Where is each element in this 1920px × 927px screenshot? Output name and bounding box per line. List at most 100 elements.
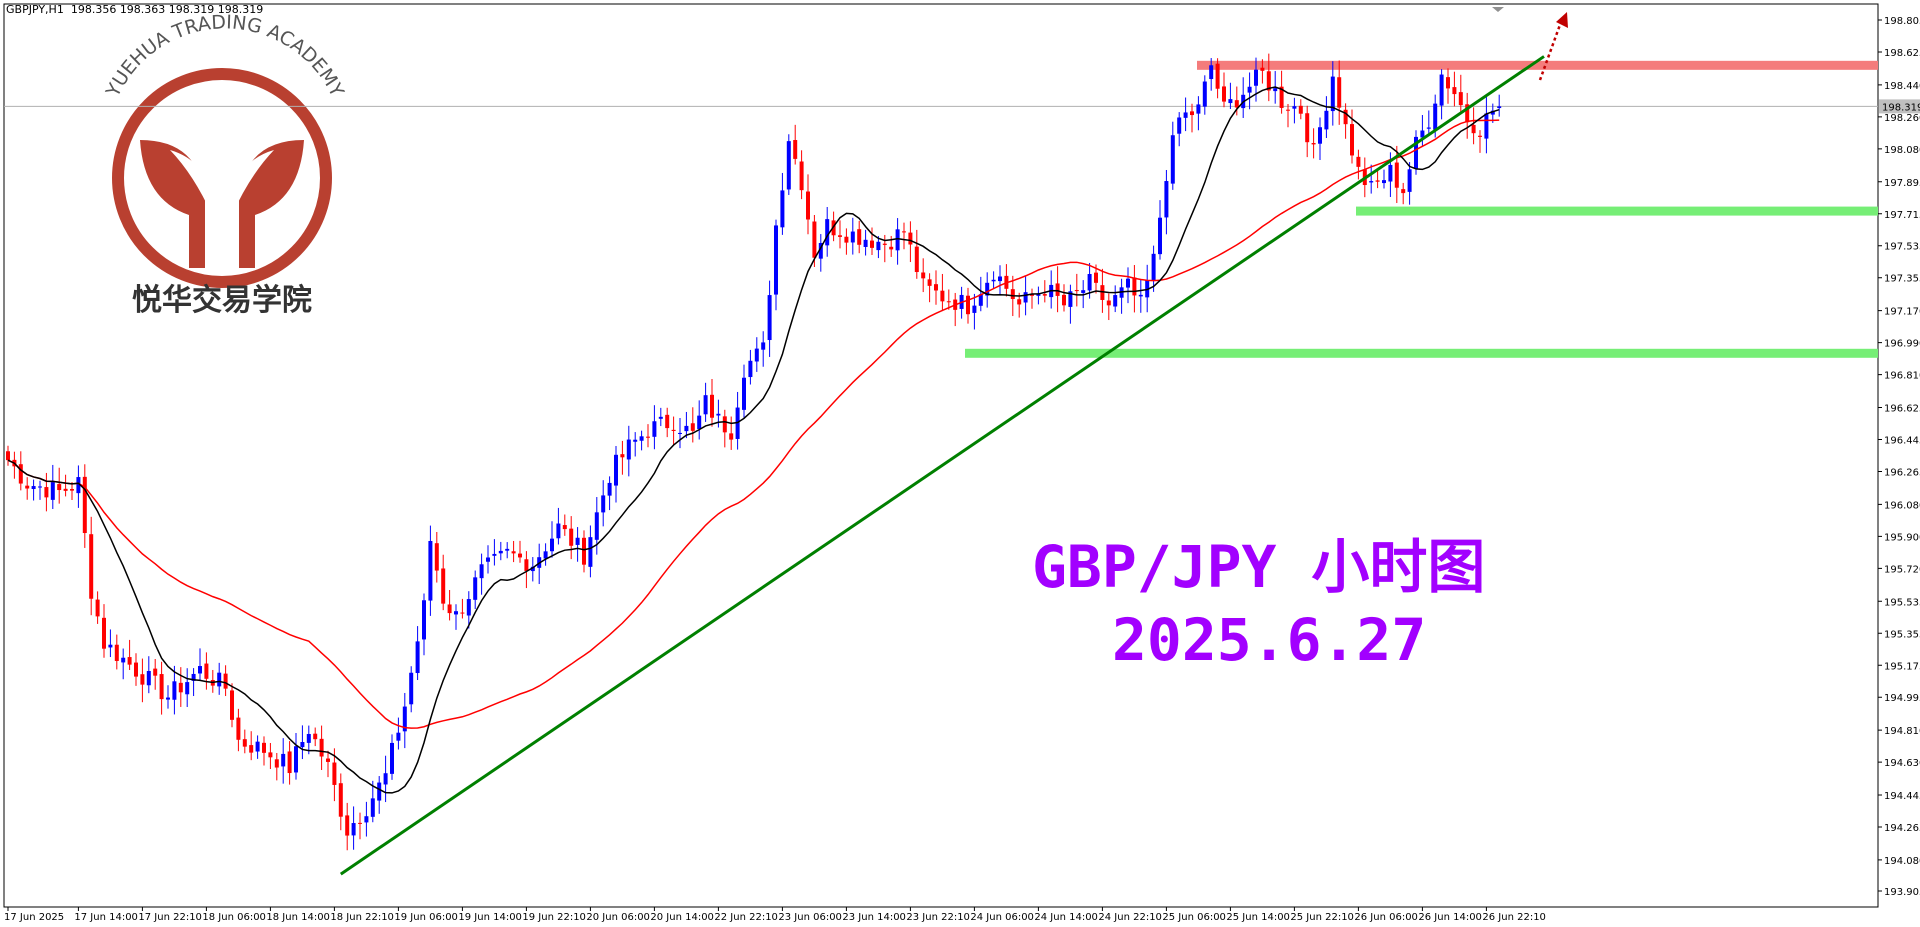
candle-body <box>95 599 100 617</box>
candle-body <box>1266 71 1271 91</box>
x-tick-label: 19 Jun 14:00 <box>458 912 522 923</box>
candle-body <box>1151 253 1156 281</box>
candle-body <box>230 690 234 720</box>
candle-body <box>1439 74 1444 106</box>
y-tick-label: 196.445 <box>1884 436 1920 447</box>
x-tick-label: 18 Jun 06:00 <box>202 912 266 923</box>
candle-body <box>338 783 343 817</box>
candle-body <box>1036 293 1041 296</box>
candle-body <box>1170 135 1175 184</box>
candle-body <box>614 454 618 486</box>
arrow-group <box>1492 7 1568 81</box>
candle-body <box>569 528 574 546</box>
support-zone-lower <box>965 348 1878 358</box>
candle-body <box>620 454 625 458</box>
candle-body <box>806 191 810 220</box>
candle-body <box>1350 124 1354 156</box>
candle-body <box>1164 181 1169 218</box>
candle-body <box>383 773 388 785</box>
candle-body <box>889 246 894 250</box>
candle-body <box>1228 99 1233 104</box>
candle-body <box>1458 92 1463 106</box>
candle-body <box>82 476 87 534</box>
candle-body <box>966 295 970 315</box>
y-tick-label: 198.440 <box>1884 81 1920 92</box>
candle-body <box>690 423 695 431</box>
candle-body <box>902 231 906 233</box>
candle-body <box>639 436 644 441</box>
candle-body <box>287 751 292 774</box>
logo-emblem <box>140 140 304 268</box>
candle-body <box>530 566 535 572</box>
candle-body <box>716 413 721 416</box>
candle-body <box>351 823 356 836</box>
candle-body <box>594 512 599 540</box>
candle-body <box>940 290 945 302</box>
candle-body <box>134 662 138 677</box>
fast-moving-average <box>7 86 1500 794</box>
candle-body <box>492 553 497 556</box>
moving-averages <box>7 86 1500 794</box>
candle-body <box>1074 290 1079 292</box>
candle-body <box>364 816 369 823</box>
candle-body <box>422 600 426 640</box>
candle-body <box>1407 169 1412 192</box>
resistance-zone <box>1197 60 1878 70</box>
candle-body <box>1420 130 1425 138</box>
candle-body <box>799 161 804 191</box>
candle-body <box>1318 127 1322 144</box>
candle-body <box>236 717 241 740</box>
candle-body <box>972 305 977 313</box>
candle-body <box>50 482 55 500</box>
candle-body <box>1401 189 1406 194</box>
candle-body <box>1215 63 1220 89</box>
candle-body <box>63 488 68 491</box>
candle-body <box>319 738 324 757</box>
candle-body <box>454 611 458 615</box>
x-tick-label: 24 Jun 22:10 <box>1098 912 1162 923</box>
candle-body <box>268 752 273 758</box>
candle-body <box>409 672 414 705</box>
candle-body <box>498 550 503 554</box>
candle-body <box>1247 86 1252 93</box>
candle-body <box>114 644 119 661</box>
candle-body <box>313 733 318 740</box>
symbol-label: GBPJPY,H1 <box>6 3 64 16</box>
candle-body <box>588 537 593 567</box>
candle-body <box>1055 283 1060 296</box>
candle-body <box>217 672 222 687</box>
candle-body <box>1017 299 1022 305</box>
candle-body <box>1292 106 1297 109</box>
candle-body <box>1279 86 1284 108</box>
y-tick-label: 196.080 <box>1884 500 1920 511</box>
candle-body <box>1222 86 1226 102</box>
candle-body <box>1042 294 1047 296</box>
candle-body <box>825 219 830 246</box>
candle-body <box>146 670 151 686</box>
candle-body <box>998 276 1002 282</box>
candle-body <box>1394 162 1399 188</box>
candle-body <box>486 557 490 562</box>
candle-body <box>518 553 522 558</box>
logo-ring <box>112 68 332 288</box>
candle-body <box>1465 104 1470 123</box>
candle-body <box>646 436 650 438</box>
y-tick-label: 198.260 <box>1884 113 1920 124</box>
candle-body <box>140 674 145 685</box>
candle-body <box>460 612 465 614</box>
candle-body <box>1369 181 1374 183</box>
x-tick-label: 25 Jun 06:00 <box>1162 912 1226 923</box>
candle-body <box>1356 156 1361 167</box>
chart-header: GBPJPY,H1 198.356 198.363 198.319 198.31… <box>6 3 263 16</box>
candle-body <box>223 673 228 689</box>
candle-body <box>1106 300 1111 306</box>
candle-body <box>850 231 855 243</box>
x-tick-label: 19 Jun 06:00 <box>394 912 458 923</box>
candle-body <box>466 599 471 616</box>
candle-body <box>550 538 554 552</box>
x-tick-label: 23 Jun 14:00 <box>842 912 906 923</box>
candle-body <box>946 301 951 303</box>
y-tick-label: 197.535 <box>1884 242 1920 253</box>
candle-body <box>863 239 868 247</box>
candle-body <box>178 682 183 693</box>
